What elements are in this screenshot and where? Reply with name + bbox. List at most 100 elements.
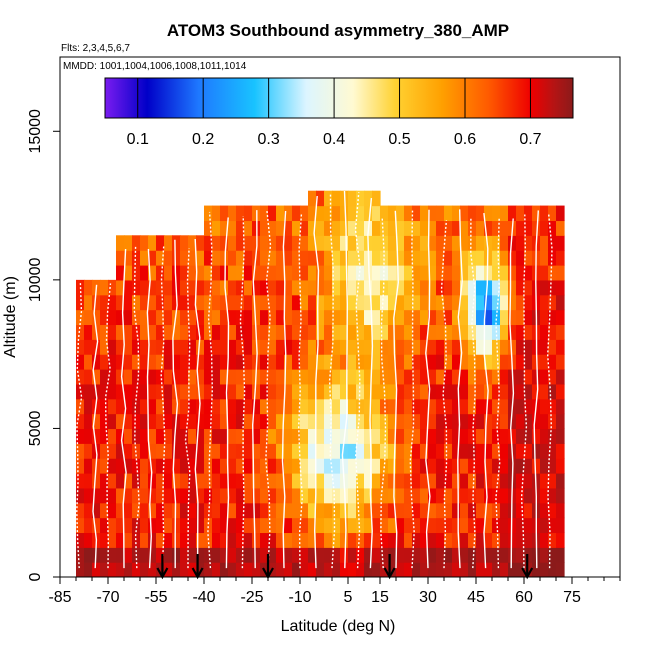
heatmap-cell (92, 473, 101, 489)
heatmap-cell (508, 235, 517, 251)
heatmap-cell (100, 339, 109, 355)
heatmap-cell (508, 250, 517, 266)
heatmap-cell (508, 517, 517, 534)
heatmap-cell (76, 354, 85, 370)
heatmap-cell (180, 428, 189, 444)
heatmap-cell (84, 398, 93, 415)
heatmap-cell (316, 205, 325, 222)
heatmap-cell (332, 369, 341, 385)
heatmap-cell (444, 547, 453, 563)
heatmap-cell (332, 562, 341, 577)
heatmap-cell (220, 517, 229, 534)
heatmap-cell (532, 562, 541, 577)
heatmap-cell (188, 265, 197, 281)
heatmap-cell (548, 294, 557, 311)
heatmap-cell (356, 428, 365, 444)
heatmap-cell (260, 473, 269, 489)
heatmap-cell (76, 428, 85, 444)
heatmap-cell (548, 487, 557, 504)
heatmap-cell (148, 398, 157, 415)
heatmap-cell (292, 517, 301, 534)
heatmap-cell (100, 443, 109, 459)
heatmap-cell (204, 294, 213, 311)
heatmap-cell (404, 562, 413, 577)
heatmap-cell (444, 532, 453, 548)
heatmap-cell (540, 473, 549, 489)
heatmap-cell (476, 383, 485, 400)
heatmap-cell (348, 487, 357, 504)
heatmap-cell (212, 339, 221, 355)
heatmap-cell (300, 562, 309, 577)
heatmap-cell (276, 547, 285, 563)
heatmap-cell (308, 473, 317, 489)
heatmap-cell (484, 220, 493, 236)
heatmap-cell (540, 294, 549, 311)
heatmap-cell (252, 383, 261, 400)
heatmap-cell (132, 517, 141, 534)
heatmap-cell (220, 443, 229, 459)
heatmap-cell (500, 547, 509, 563)
heatmap-cell (284, 383, 293, 400)
heatmap-cell (524, 294, 533, 311)
heatmap-cell (236, 562, 245, 577)
heatmap-cell (308, 190, 317, 207)
heatmap-cell (244, 369, 253, 385)
heatmap-cell (116, 413, 125, 430)
flight-track (495, 217, 501, 569)
heatmap-cell (76, 294, 85, 311)
heatmap-cell (116, 428, 125, 444)
heatmap-cell (132, 279, 141, 296)
heatmap-cell (500, 324, 509, 340)
heatmap-cell (76, 309, 85, 326)
heatmap-cell (452, 250, 461, 266)
heatmap-cell (348, 205, 357, 222)
heatmap-cell (172, 309, 181, 326)
heatmap-cell (516, 294, 525, 311)
x-tick-label: -55 (144, 589, 167, 606)
heatmap-cell (396, 383, 405, 400)
heatmap-cell (348, 309, 357, 326)
heatmap-cell (228, 398, 237, 415)
heatmap-cell (164, 250, 173, 266)
heatmap-cell (116, 383, 125, 400)
heatmap-cell (276, 369, 285, 385)
heatmap-cell (100, 458, 109, 474)
heatmap-cell (364, 532, 373, 548)
heatmap-cell (412, 413, 421, 430)
heatmap-cell (124, 398, 133, 415)
heatmap-cell (396, 428, 405, 444)
heatmap-cell (316, 562, 325, 577)
heatmap-cell (260, 205, 269, 222)
heatmap-cell (404, 517, 413, 534)
heatmap-cell (396, 309, 405, 326)
heatmap-cell (252, 309, 261, 326)
heatmap-cell (244, 502, 253, 519)
heatmap-cell (412, 562, 421, 577)
heatmap-cell (92, 354, 101, 370)
heatmap-cell (396, 562, 405, 577)
heatmap-cell (260, 398, 269, 415)
heatmap-cell (300, 279, 309, 296)
heatmap-cell (556, 562, 565, 577)
heatmap-cell (148, 443, 157, 459)
heatmap-cell (148, 369, 157, 385)
heatmap-cell (132, 413, 141, 430)
heatmap-cell (492, 235, 501, 251)
heatmap-cell (324, 398, 333, 415)
heatmap-cell (356, 443, 365, 459)
heatmap-cell (292, 279, 301, 296)
heatmap-cell (444, 413, 453, 430)
heatmap-cell (476, 532, 485, 548)
heatmap-cell (212, 428, 221, 444)
heatmap-cell (540, 532, 549, 548)
heatmap-cell (356, 354, 365, 370)
heatmap-cell (268, 250, 277, 266)
heatmap-cell (540, 354, 549, 370)
heatmap-cell (308, 339, 317, 355)
heatmap-cell (140, 473, 149, 489)
heatmap-cell (308, 324, 317, 340)
heatmap-cell (268, 458, 277, 474)
heatmap-cell (124, 443, 133, 459)
heatmap-cell (324, 250, 333, 266)
heatmap-cell (156, 265, 165, 281)
